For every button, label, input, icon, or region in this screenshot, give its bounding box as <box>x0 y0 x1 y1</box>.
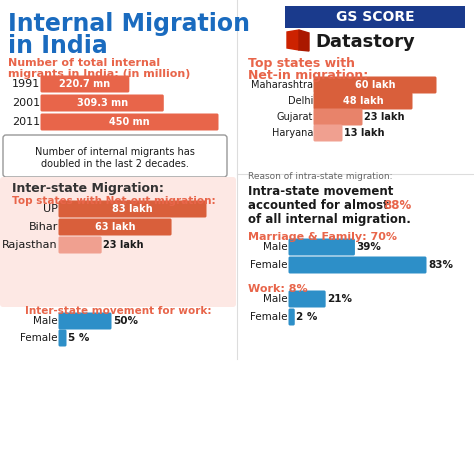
FancyBboxPatch shape <box>58 329 66 346</box>
Text: Number of total internal: Number of total internal <box>8 58 160 68</box>
Text: Male: Male <box>264 242 288 252</box>
FancyBboxPatch shape <box>40 94 164 111</box>
Text: 50%: 50% <box>113 316 138 326</box>
FancyBboxPatch shape <box>313 109 363 126</box>
Text: 2 %: 2 % <box>296 312 318 322</box>
Text: doubled in the last 2 decades.: doubled in the last 2 decades. <box>41 159 189 169</box>
FancyBboxPatch shape <box>289 238 355 255</box>
Text: Internal Migration: Internal Migration <box>8 12 250 36</box>
Text: 5 %: 5 % <box>68 333 90 343</box>
Text: 63 lakh: 63 lakh <box>95 222 135 232</box>
Text: Number of internal migrants has: Number of internal migrants has <box>35 147 195 157</box>
Text: accounted for almost: accounted for almost <box>248 199 393 211</box>
FancyBboxPatch shape <box>58 312 111 329</box>
Text: Net-in migration:: Net-in migration: <box>248 69 368 82</box>
Text: Intra-state movement: Intra-state movement <box>248 184 393 198</box>
Text: Male: Male <box>33 316 58 326</box>
Text: Inter-state Migration:: Inter-state Migration: <box>12 182 164 194</box>
Text: Marriage & Family: 70%: Marriage & Family: 70% <box>248 232 397 242</box>
Text: Top states with Net-out migration:: Top states with Net-out migration: <box>12 196 216 206</box>
Text: Datastory: Datastory <box>315 33 415 51</box>
Text: Top states with: Top states with <box>248 56 355 70</box>
Polygon shape <box>287 30 299 50</box>
Text: Reason of intra-state migration:: Reason of intra-state migration: <box>248 172 392 181</box>
FancyBboxPatch shape <box>3 135 227 177</box>
FancyBboxPatch shape <box>0 177 236 307</box>
Text: 83%: 83% <box>428 260 453 270</box>
Bar <box>285 6 465 28</box>
FancyBboxPatch shape <box>313 92 412 109</box>
FancyBboxPatch shape <box>40 75 129 92</box>
Text: 2011: 2011 <box>12 117 40 127</box>
FancyBboxPatch shape <box>313 125 343 142</box>
Text: 48 lakh: 48 lakh <box>343 96 383 106</box>
Text: in India: in India <box>8 34 108 58</box>
FancyBboxPatch shape <box>289 309 295 326</box>
Text: 39%: 39% <box>356 242 381 252</box>
Text: of all internal migration.: of all internal migration. <box>248 212 411 226</box>
Text: 21%: 21% <box>327 294 352 304</box>
FancyBboxPatch shape <box>58 219 172 236</box>
Text: GS SCORE: GS SCORE <box>336 10 414 24</box>
Text: 88%: 88% <box>383 199 411 211</box>
Text: 60 lakh: 60 lakh <box>355 80 395 90</box>
Text: Female: Female <box>250 260 288 270</box>
Text: Work: 8%: Work: 8% <box>248 284 308 294</box>
FancyBboxPatch shape <box>58 201 207 218</box>
FancyBboxPatch shape <box>289 256 427 273</box>
Text: Female: Female <box>250 312 288 322</box>
Text: Maharashtra: Maharashtra <box>251 80 313 90</box>
FancyBboxPatch shape <box>40 113 219 130</box>
Polygon shape <box>299 30 309 51</box>
Text: 13 lakh: 13 lakh <box>344 128 384 138</box>
Text: Rajasthan: Rajasthan <box>2 240 58 250</box>
Text: Haryana: Haryana <box>272 128 313 138</box>
Text: 23 lakh: 23 lakh <box>364 112 404 122</box>
FancyBboxPatch shape <box>289 291 326 308</box>
FancyBboxPatch shape <box>58 237 102 254</box>
Text: 450 mn: 450 mn <box>109 117 150 127</box>
Text: 309.3 mn: 309.3 mn <box>77 98 128 108</box>
Text: UP: UP <box>43 204 58 214</box>
FancyBboxPatch shape <box>313 76 437 93</box>
Text: Bihar: Bihar <box>28 222 58 232</box>
Text: 220.7 mn: 220.7 mn <box>59 79 110 89</box>
Text: 2001: 2001 <box>12 98 40 108</box>
Text: 23 lakh: 23 lakh <box>103 240 144 250</box>
Text: Delhi: Delhi <box>288 96 313 106</box>
Text: migrants in India: (in million): migrants in India: (in million) <box>8 69 191 79</box>
Text: Male: Male <box>264 294 288 304</box>
Text: Inter-state movement for work:: Inter-state movement for work: <box>25 306 211 316</box>
Text: Gujarat: Gujarat <box>277 112 313 122</box>
Text: 1991: 1991 <box>12 79 40 89</box>
Text: Female: Female <box>20 333 58 343</box>
Text: 83 lakh: 83 lakh <box>112 204 153 214</box>
